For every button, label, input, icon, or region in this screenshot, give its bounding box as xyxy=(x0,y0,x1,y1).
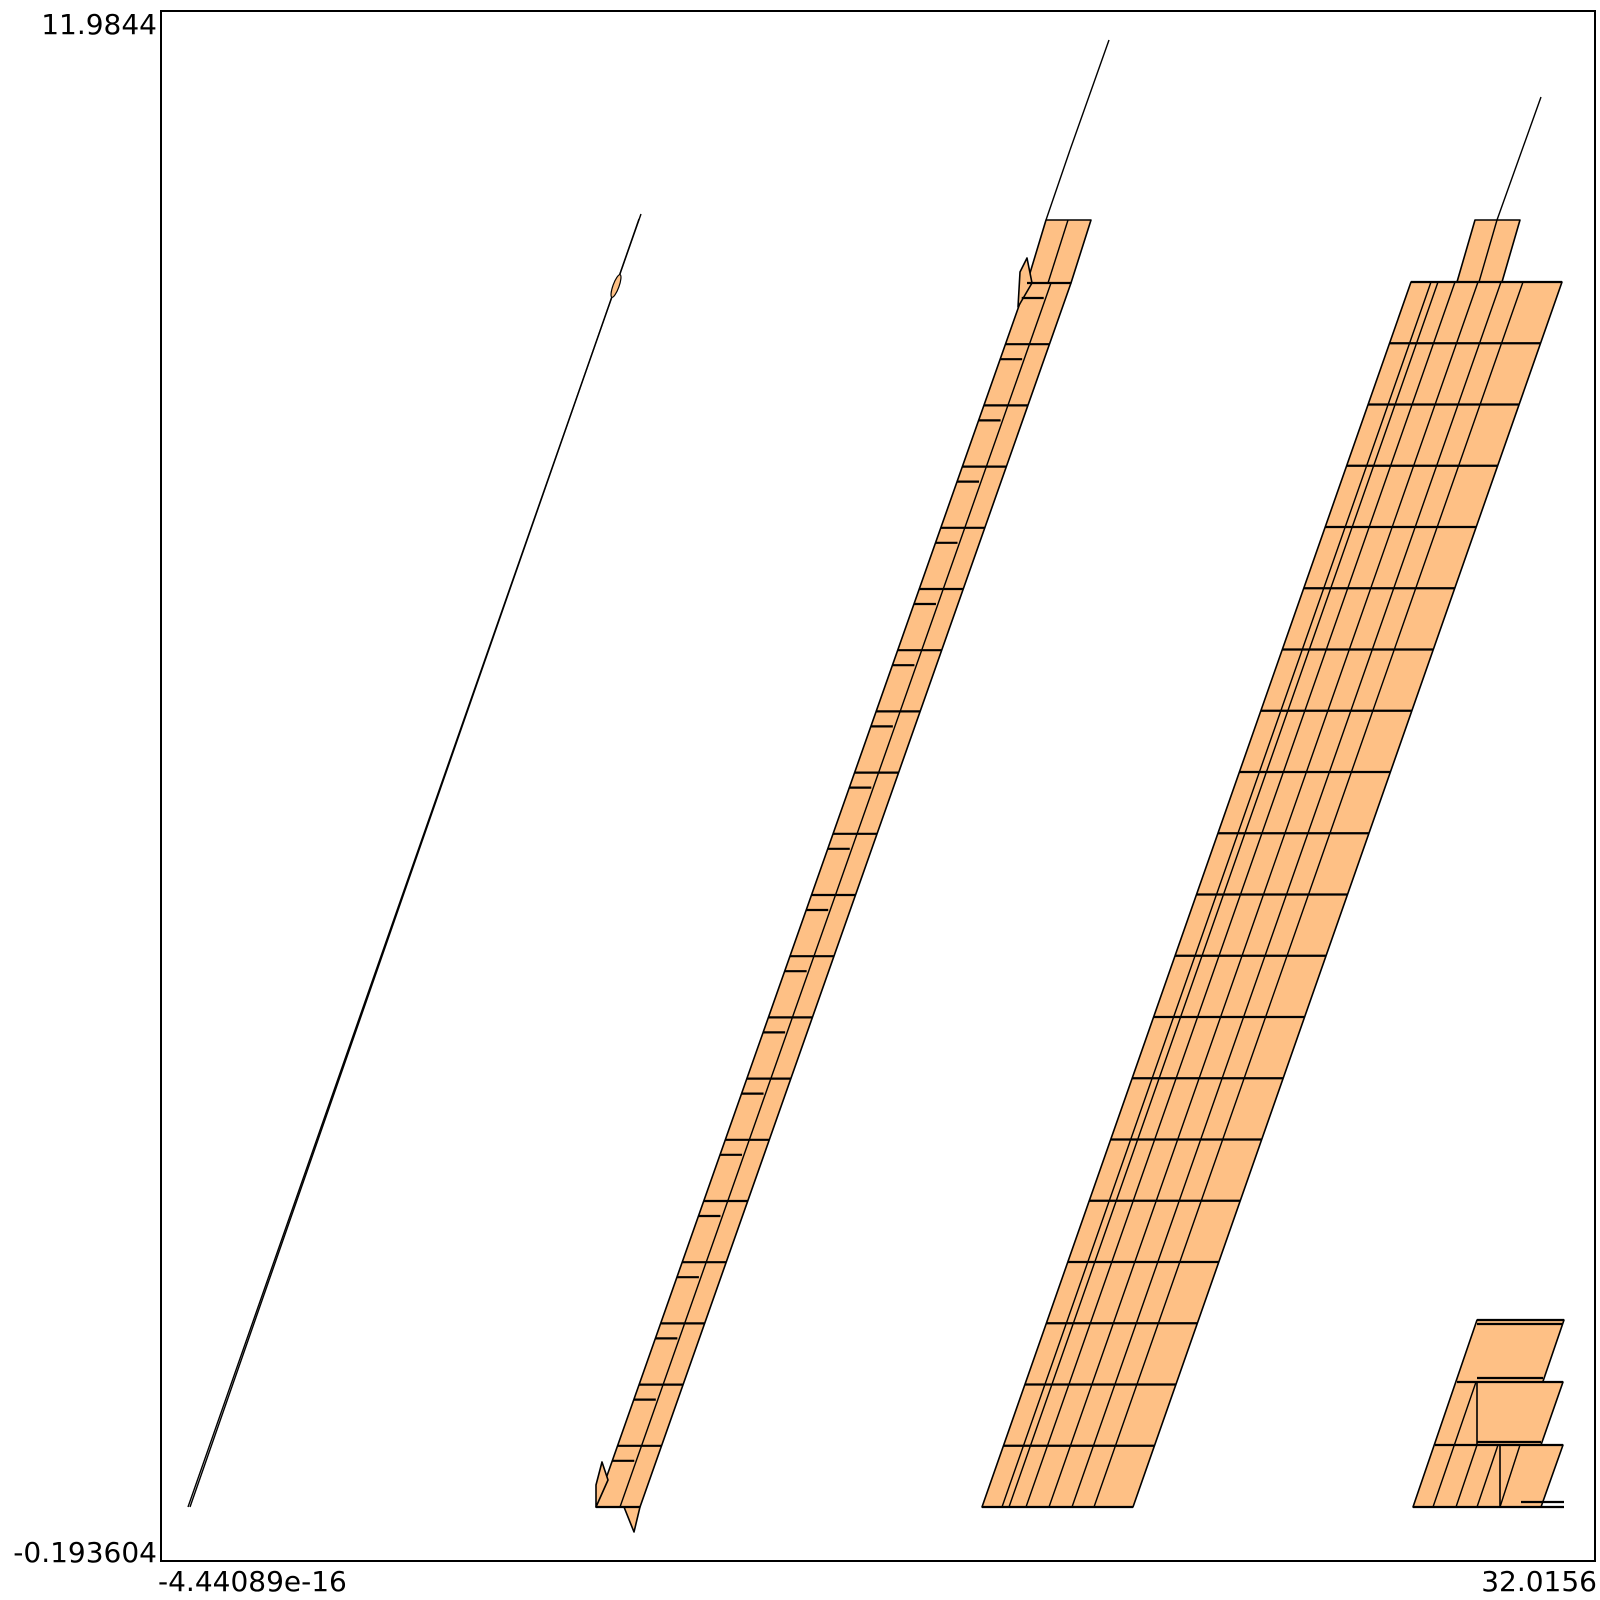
mesh-line xyxy=(1025,281,1456,1508)
mesh-line xyxy=(1001,281,1432,1508)
strip-3 xyxy=(981,96,1563,1509)
mesh-line xyxy=(1093,281,1524,1508)
plot-frame xyxy=(160,10,1596,1562)
x-max-label: 32.0156 xyxy=(1481,1565,1597,1598)
y-max-label: 11.9844 xyxy=(41,8,157,41)
mesh-line xyxy=(1071,281,1502,1508)
mesh-line xyxy=(1008,281,1439,1508)
mesh-line xyxy=(1048,281,1479,1508)
x-min-label: -4.44089e-16 xyxy=(158,1565,347,1598)
strip-2 xyxy=(595,39,1110,1533)
strip-1 xyxy=(187,213,642,1508)
y-min-label: -0.193604 xyxy=(13,1536,157,1569)
strip-4 xyxy=(1412,1318,1565,1509)
